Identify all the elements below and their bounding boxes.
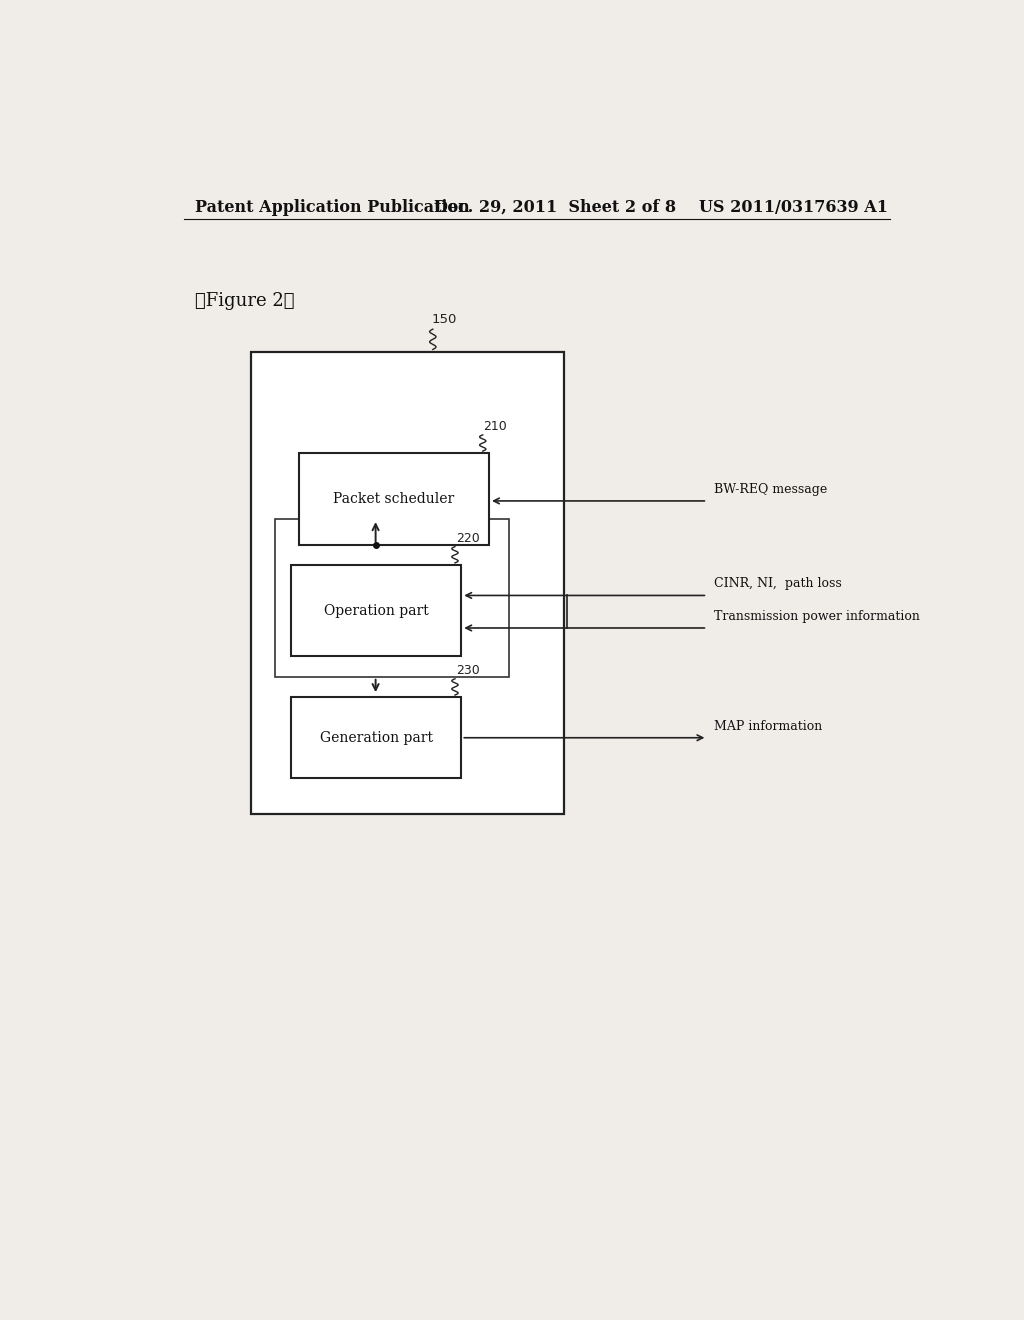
Bar <box>291 697 461 779</box>
Text: BW-REQ message: BW-REQ message <box>714 483 827 496</box>
Text: Transmission power information: Transmission power information <box>714 610 920 623</box>
Bar <box>274 519 509 677</box>
Text: MAP information: MAP information <box>714 719 822 733</box>
Text: 230: 230 <box>456 664 479 677</box>
Text: 150: 150 <box>432 313 458 326</box>
Text: 210: 210 <box>483 420 507 433</box>
Text: 220: 220 <box>456 532 479 545</box>
Text: Patent Application Publication: Patent Application Publication <box>196 199 470 215</box>
Text: Generation part: Generation part <box>319 731 432 744</box>
Text: 【Figure 2】: 【Figure 2】 <box>196 292 295 310</box>
Text: US 2011/0317639 A1: US 2011/0317639 A1 <box>699 199 889 215</box>
Bar <box>291 565 461 656</box>
Text: Operation part: Operation part <box>324 603 428 618</box>
Text: Dec. 29, 2011  Sheet 2 of 8: Dec. 29, 2011 Sheet 2 of 8 <box>433 199 676 215</box>
Text: Packet scheduler: Packet scheduler <box>333 492 455 506</box>
Bar <box>251 351 564 814</box>
Text: CINR, NI,  path loss: CINR, NI, path loss <box>714 577 842 590</box>
Bar <box>299 453 489 545</box>
